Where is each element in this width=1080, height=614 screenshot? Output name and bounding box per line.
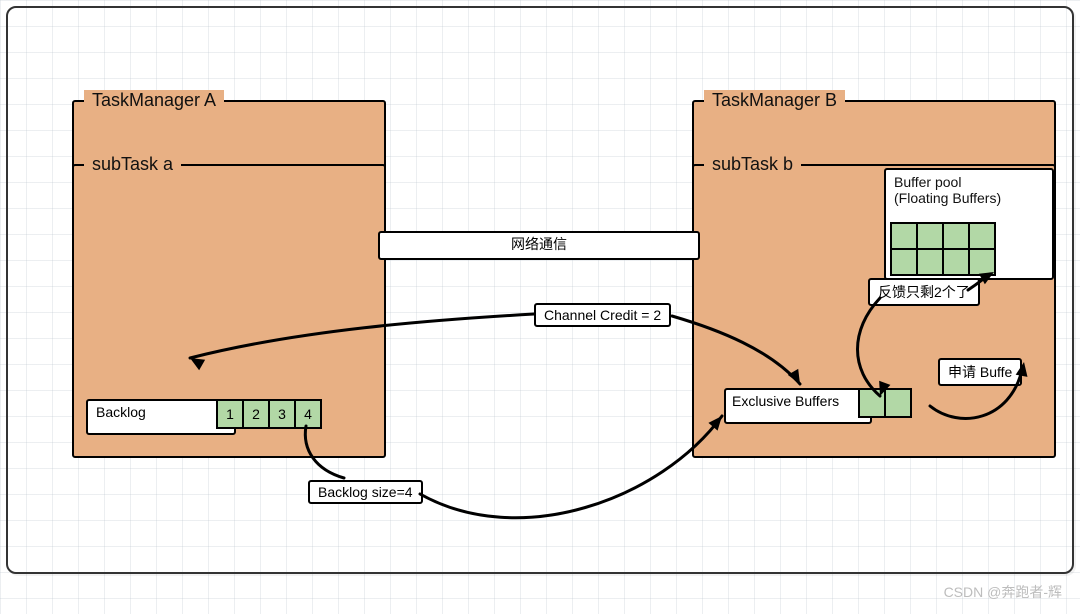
exclusive-buffer-cell (858, 388, 886, 418)
buffer-pool-cell (968, 222, 996, 250)
buffer-pool-cell (916, 248, 944, 276)
network-bar: 网络通信 (378, 231, 700, 260)
backlog-cell: 4 (294, 399, 322, 429)
taskmanager-b-title: TaskManager B (704, 90, 845, 111)
subtask-a-title: subTask a (84, 154, 181, 175)
feedback-label: 反馈只剩2个了 (868, 278, 980, 306)
backlog-cell: 1 (216, 399, 244, 429)
backlog-size-label: Backlog size=4 (308, 480, 423, 504)
buffer-pool-cell (942, 248, 970, 276)
buffer-pool-line1: Buffer pool (894, 174, 1044, 190)
taskmanager-a-title: TaskManager A (84, 90, 224, 111)
backlog-cell: 2 (242, 399, 270, 429)
subtask-b-title: subTask b (704, 154, 801, 175)
network-bar-label: 网络通信 (511, 236, 567, 252)
apply-buffer-label: 申请 Buffe (938, 358, 1022, 386)
backlog-label: Backlog (96, 404, 146, 420)
buffer-pool-line2: (Floating Buffers) (894, 190, 1044, 206)
exclusive-buffer-cell (884, 388, 912, 418)
exclusive-buffers-label: Exclusive Buffers (732, 393, 839, 409)
backlog-box: Backlog (86, 399, 236, 435)
watermark: CSDN @奔跑者-辉 (944, 582, 1062, 602)
buffer-pool-cell (968, 248, 996, 276)
channel-credit-label: Channel Credit = 2 (534, 303, 671, 327)
buffer-pool-cell (916, 222, 944, 250)
buffer-pool-cell (890, 248, 918, 276)
buffer-pool-cell (942, 222, 970, 250)
exclusive-buffers-box: Exclusive Buffers (724, 388, 872, 424)
backlog-cell: 3 (268, 399, 296, 429)
buffer-pool-cell (890, 222, 918, 250)
